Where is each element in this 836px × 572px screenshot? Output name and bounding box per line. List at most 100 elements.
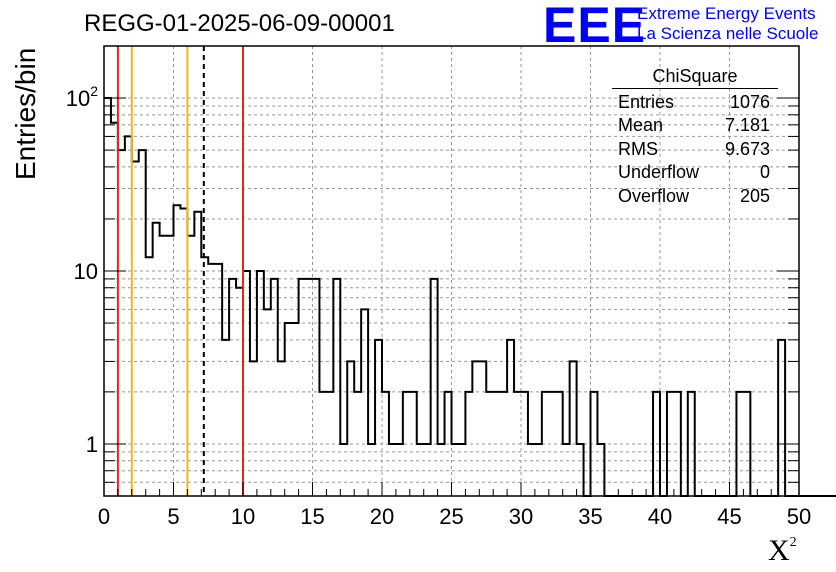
histogram-bin	[667, 392, 674, 496]
stats-row-entries: Entries 1076	[618, 92, 770, 112]
histogram-bin	[528, 444, 535, 496]
histogram-bin	[465, 392, 472, 496]
histogram-bin	[417, 444, 424, 496]
histogram-bin	[167, 236, 174, 496]
histogram-bin	[375, 340, 382, 496]
histogram-bin	[361, 309, 368, 496]
grid-lines	[104, 45, 799, 497]
histogram-bin	[507, 340, 514, 496]
histogram-bin	[299, 279, 306, 496]
histogram-bin	[243, 271, 250, 496]
x-tick-label: 0	[98, 504, 110, 529]
histogram-bin	[736, 392, 743, 496]
stats-row-overflow: Overflow 205	[618, 185, 770, 206]
stats-box: ChiSquare Entries 1076 Mean 7.181 RMS 9.673…	[612, 64, 778, 208]
histogram-bin	[563, 444, 570, 496]
histogram-bin	[174, 205, 181, 496]
x-tick-label: 20	[370, 504, 394, 529]
tick-labels: 0 5 10 15 20 25 30 35 40 45 50 1 10 102	[66, 83, 812, 529]
histogram-bin	[125, 136, 132, 496]
histogram-bin	[340, 444, 347, 496]
histogram-bin	[597, 444, 604, 496]
histogram-bin	[778, 340, 785, 496]
org-name-line1: Extreme Energy Events	[637, 4, 816, 23]
histogram-bin	[139, 150, 146, 496]
stats-title: ChiSquare	[612, 64, 778, 89]
eee-logo: EEE	[543, 0, 647, 53]
histogram-bin	[688, 392, 695, 496]
histogram-bin	[382, 392, 389, 496]
x-tick-label: 50	[787, 504, 811, 529]
org-name-line2: La Scienza nelle Scuole	[637, 24, 819, 43]
histogram-bin	[333, 279, 340, 496]
histogram-bin	[486, 392, 493, 496]
y-tick-label: 102	[66, 83, 98, 111]
histogram-bin	[278, 361, 285, 496]
histogram-bin	[556, 392, 563, 496]
histogram-bin	[160, 236, 167, 496]
histogram-bin	[180, 208, 187, 496]
x-tick-label: 25	[439, 504, 463, 529]
histogram-bin	[104, 98, 111, 496]
x-axis-label: X2	[768, 534, 797, 567]
histogram-bin	[743, 392, 750, 496]
x-tick-label: 5	[167, 504, 179, 529]
histogram-bin	[445, 392, 452, 496]
stats-row-underflow: Underflow 0	[618, 162, 770, 183]
histogram-bin	[250, 361, 257, 496]
histogram-bin	[222, 340, 229, 496]
histogram-bin	[326, 392, 333, 496]
histogram-bin	[591, 392, 598, 496]
histogram-bin	[653, 392, 660, 496]
y-tick-label: 10	[74, 259, 98, 284]
histogram-bin	[479, 361, 486, 496]
histogram-bin	[424, 444, 431, 496]
x-tick-label: 40	[648, 504, 672, 529]
histogram-bin	[396, 444, 403, 496]
histogram-bin	[215, 264, 222, 496]
histogram-bin	[146, 257, 153, 496]
histogram-bin	[354, 392, 361, 496]
x-tick-label: 15	[300, 504, 324, 529]
histogram-bin	[368, 444, 375, 496]
histogram-bin	[132, 161, 139, 496]
histogram-bin	[208, 264, 215, 496]
histogram-bin	[458, 444, 465, 496]
histogram-bin	[438, 444, 445, 496]
histogram-bin	[229, 279, 236, 496]
histogram-bin	[410, 392, 417, 496]
histogram-bin	[313, 279, 320, 496]
y-tick-label: 1	[86, 432, 98, 457]
x-tick-label: 35	[578, 504, 602, 529]
histogram-bin	[403, 392, 410, 496]
histogram-bin	[187, 236, 194, 496]
histogram-bin	[292, 323, 299, 496]
histogram-bin	[514, 392, 521, 496]
histogram-bin	[306, 279, 313, 496]
x-tick-label: 30	[509, 504, 533, 529]
y-axis-label: Entries/bin	[10, 47, 41, 180]
histogram-bin	[500, 392, 507, 496]
histogram-bin	[319, 392, 326, 496]
histogram-bin	[257, 271, 264, 496]
histogram-bin	[271, 279, 278, 496]
histogram-bin	[549, 392, 556, 496]
histogram-bin	[472, 361, 479, 496]
stats-row-rms: RMS 9.673	[618, 138, 770, 159]
histogram-bin	[542, 392, 549, 496]
histogram-bin	[570, 361, 577, 496]
histogram-bin	[264, 309, 271, 496]
histogram-bin	[674, 392, 681, 496]
histogram-bin	[493, 392, 500, 496]
histogram-bin	[347, 361, 354, 496]
histogram-bin	[431, 279, 438, 496]
histogram-bin	[535, 444, 542, 496]
x-tick-label: 10	[231, 504, 255, 529]
histogram-bin	[236, 288, 243, 496]
chart-title: REGG-01-2025-06-09-00001	[84, 10, 395, 37]
stats-row-mean: Mean 7.181	[618, 115, 770, 136]
histogram-bin	[153, 223, 160, 496]
x-tick-label: 45	[717, 504, 741, 529]
histogram-bin	[521, 392, 528, 496]
